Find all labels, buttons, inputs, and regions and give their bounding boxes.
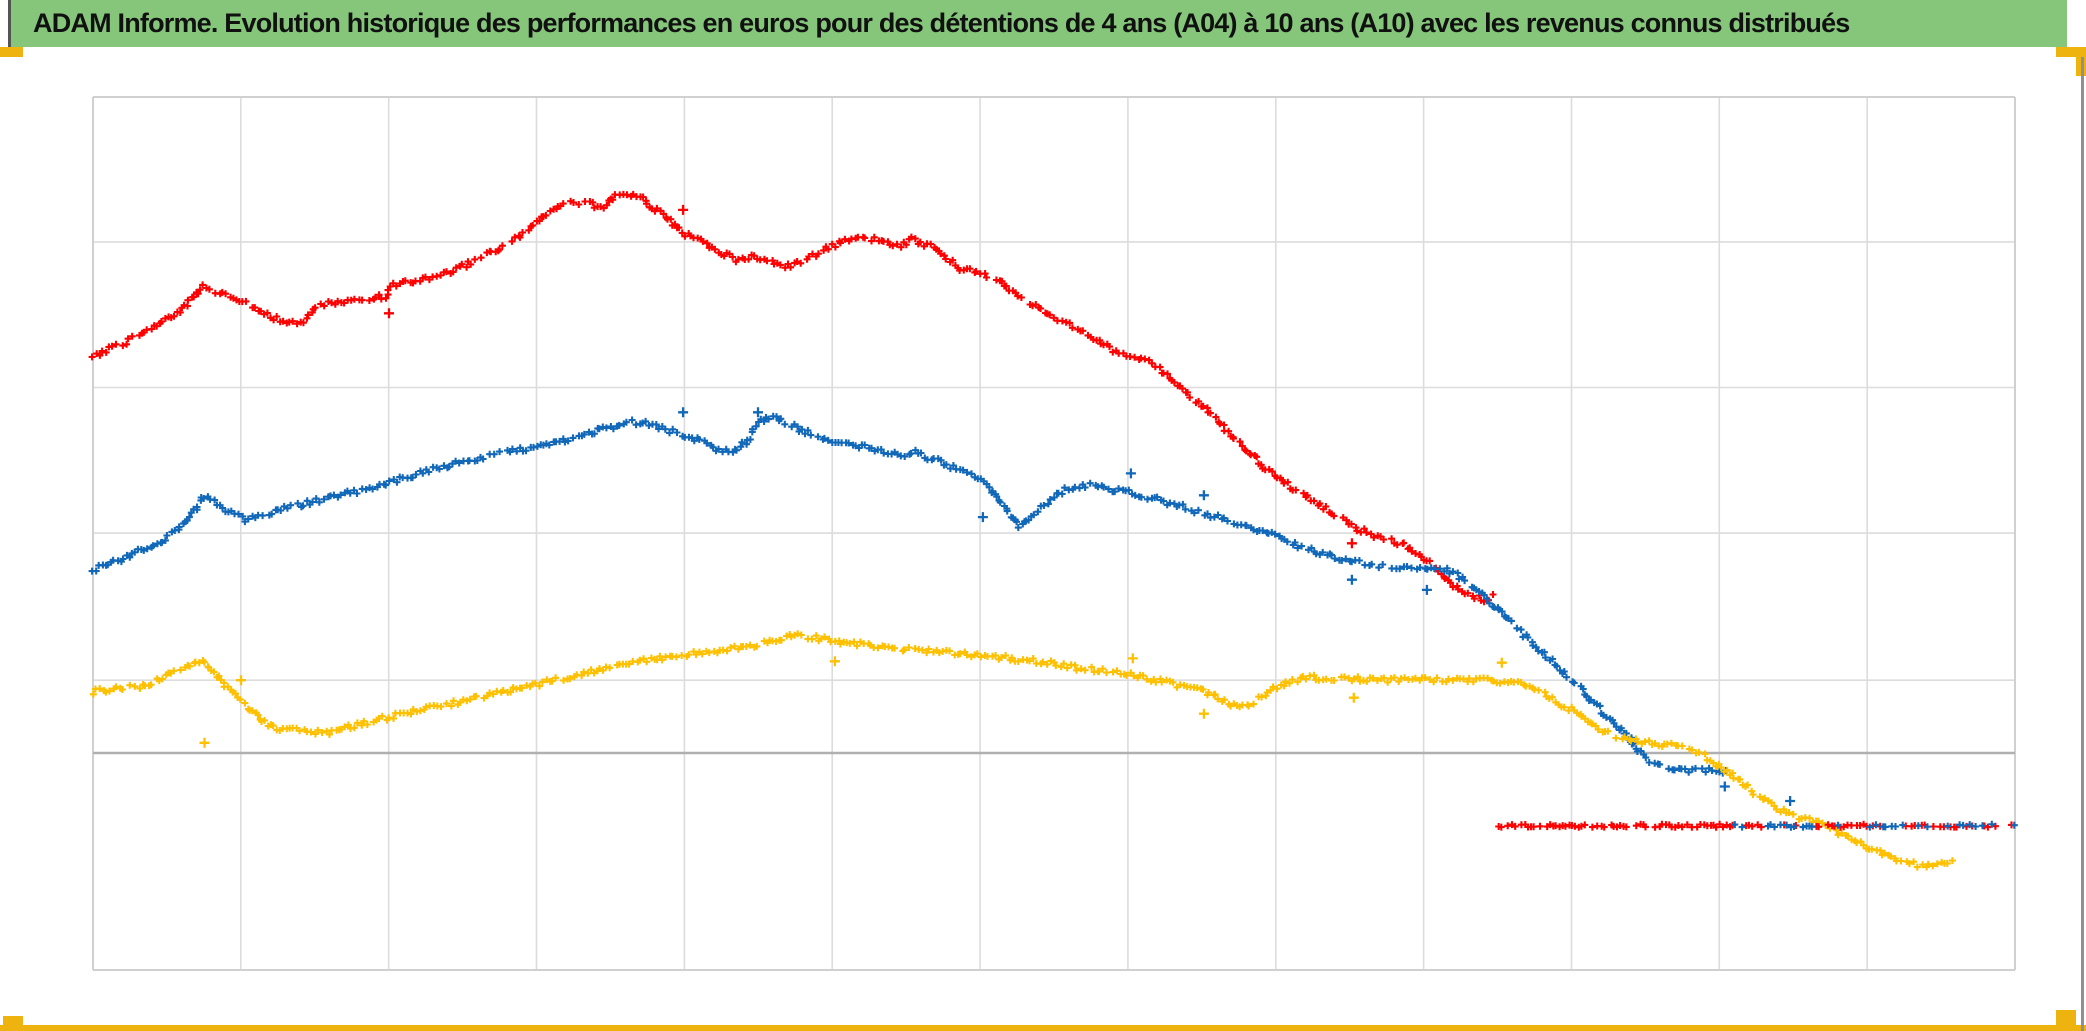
title-banner: ADAM Informe. Evolution historique des p… bbox=[8, 0, 2067, 47]
corner-accent-bottom-right bbox=[2056, 1010, 2076, 1025]
bottom-accent-bar bbox=[0, 1025, 2086, 1031]
corner-accent-top-left bbox=[0, 47, 23, 57]
series-blue-markers bbox=[88, 412, 1730, 777]
flat-line-blue-markers bbox=[1731, 820, 2018, 831]
outliers-blue bbox=[678, 407, 1796, 806]
plot-border bbox=[92, 96, 2016, 971]
corner-accent-top-right-bar bbox=[2056, 47, 2086, 57]
outliers-yellow bbox=[199, 653, 1507, 748]
gridlines bbox=[93, 97, 2015, 970]
corner-accent-bottom-left bbox=[3, 1016, 23, 1025]
page-title: ADAM Informe. Evolution historique des p… bbox=[33, 8, 1850, 38]
series-red-markers bbox=[88, 190, 1497, 606]
series-yellow-markers bbox=[89, 630, 1956, 871]
outliers-red bbox=[384, 204, 1357, 549]
flat-line-red-markers bbox=[1495, 820, 2015, 831]
window-edge-line bbox=[2081, 57, 2084, 1031]
